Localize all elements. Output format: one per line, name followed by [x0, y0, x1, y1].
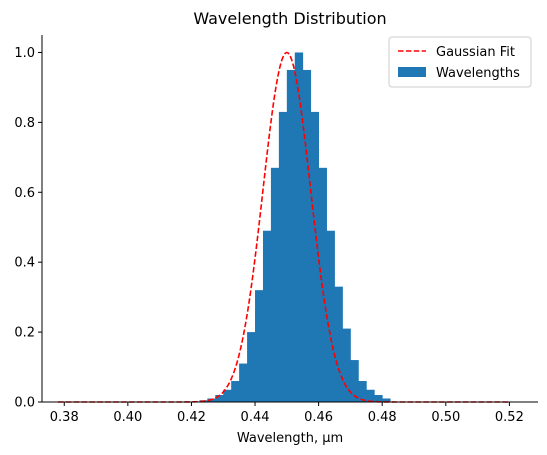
histogram-bar [326, 230, 335, 402]
histogram-bar [382, 398, 391, 402]
legend: Gaussian Fit Wavelengths [388, 36, 532, 88]
x-tick-label: 0.38 [50, 410, 79, 425]
y-axis-ticks: 0.0 0.2 0.4 0.6 0.8 1.0 [14, 46, 42, 411]
histogram-bar [239, 363, 248, 402]
histogram-bar [270, 167, 280, 402]
y-tick-label: 0.8 [14, 116, 35, 131]
y-tick-label: 0.4 [14, 256, 35, 271]
x-tick-label: 0.50 [431, 410, 460, 425]
histogram-bar [223, 389, 232, 402]
x-tick-label: 0.52 [495, 410, 524, 425]
histogram-bar [262, 230, 272, 402]
histogram-bar [334, 286, 343, 402]
legend-label-gaussian-fit: Gaussian Fit [436, 45, 515, 60]
histogram-bar [342, 328, 351, 402]
x-tick-label: 0.48 [368, 410, 397, 425]
histogram-bar [302, 69, 312, 402]
y-tick-label: 0.6 [14, 186, 35, 201]
histogram-bar [278, 111, 288, 403]
histogram-bar [247, 332, 256, 402]
legend-swatch-wavelengths [398, 67, 426, 77]
y-tick-label: 0.2 [14, 326, 35, 341]
x-tick-label: 0.46 [304, 410, 333, 425]
x-axis-label: Wavelength, μm [237, 431, 343, 446]
chart-title: Wavelength Distribution [193, 9, 386, 28]
histogram-bar [255, 290, 264, 402]
histogram-bar [358, 381, 367, 402]
x-tick-label: 0.40 [113, 410, 142, 425]
y-tick-label: 1.0 [14, 46, 35, 61]
histogram-bar [215, 395, 224, 402]
legend-label-wavelengths: Wavelengths [436, 66, 520, 81]
histogram-bar [374, 395, 383, 402]
histogram-bar [366, 389, 375, 402]
x-axis-ticks: 0.38 0.40 0.42 0.44 0.46 0.48 0.50 0.52 [50, 402, 524, 425]
histogram-bar [294, 52, 304, 402]
histogram-bar [310, 111, 320, 403]
x-tick-label: 0.42 [177, 410, 206, 425]
histogram-bars [199, 52, 391, 403]
histogram-bar [350, 360, 359, 402]
histogram-bar [286, 69, 296, 402]
x-tick-label: 0.44 [241, 410, 270, 425]
y-tick-label: 0.0 [14, 396, 35, 411]
histogram-bar [231, 381, 240, 402]
